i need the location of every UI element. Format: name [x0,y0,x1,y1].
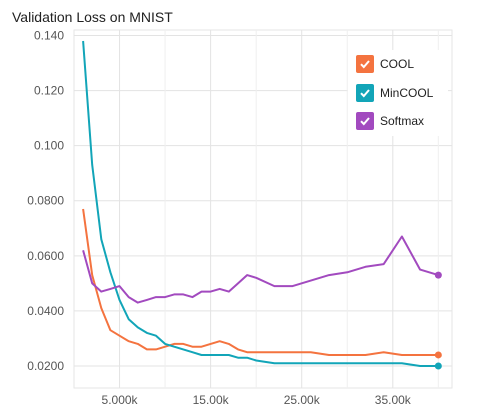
x-axis-ticks: 5.000k 15.00k 25.00k 35.00k [102,393,412,407]
legend-label-cool: COOL [380,57,415,72]
chart-title: Validation Loss on MNIST [12,9,173,25]
y-tick-label: 0.0400 [27,304,64,318]
x-tick-label: 35.00k [375,393,412,407]
plot-frame [73,29,453,389]
legend-item-softmax[interactable]: Softmax [348,107,448,136]
x-tick-label: 5.000k [102,393,139,407]
legend-label-mincool: MinCOOL [380,85,434,100]
series-end-point [434,351,442,359]
series-end-point [434,271,442,279]
legend-item-cool[interactable]: COOL [348,50,448,79]
series-end-point [434,362,442,370]
y-tick-label: 0.140 [34,29,64,43]
x-tick-label: 15.00k [193,393,230,407]
series-lines [82,40,442,370]
legend-label-softmax: Softmax [380,114,425,129]
series-raw-line [82,208,439,356]
series-raw-line [82,235,439,304]
y-tick-label: 0.0200 [27,359,64,373]
checkbox-icon[interactable] [356,55,374,74]
series-line [82,208,439,356]
y-tick-label: 0.0800 [27,194,64,208]
y-tick-label: 0.120 [34,84,64,98]
y-tick-label: 0.100 [34,139,64,153]
checkbox-icon[interactable] [356,83,374,102]
legend-item-mincool[interactable]: MinCOOL [348,79,448,108]
x-tick-label: 25.00k [284,393,321,407]
checkbox-icon[interactable] [356,112,374,131]
y-tick-label: 0.0600 [27,249,64,263]
y-axis-ticks: 0.0200 0.0400 0.0600 0.0800 0.100 0.120 0.140 [27,29,64,373]
series-line [82,40,439,367]
legend: COOL MinCOOL Softmax [348,50,448,136]
grid-lines [73,29,453,389]
series-line [82,235,439,304]
